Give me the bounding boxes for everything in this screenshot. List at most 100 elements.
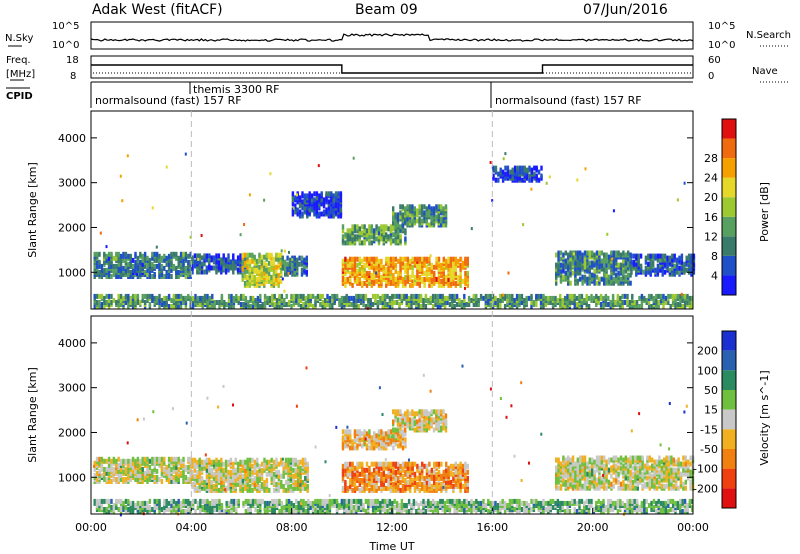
heatmap-cell xyxy=(421,276,424,282)
heatmap-cell xyxy=(295,298,298,303)
heatmap-cell xyxy=(151,251,154,257)
heatmap-cell xyxy=(301,457,305,463)
heatmap-cell xyxy=(676,293,680,299)
heatmap-cell xyxy=(279,278,283,284)
heatmap-cell xyxy=(269,172,272,176)
heatmap-cell xyxy=(635,253,638,259)
heatmap-cell xyxy=(341,485,345,491)
heatmap-cell xyxy=(98,460,101,466)
heatmap-cell xyxy=(265,459,269,465)
heatmap-cell xyxy=(361,443,364,449)
heatmap-cell xyxy=(430,483,433,489)
heatmap-cell xyxy=(203,479,206,485)
heatmap-cell xyxy=(182,259,185,265)
heatmap-cell xyxy=(444,204,448,210)
heatmap-cell xyxy=(349,429,352,435)
heatmap-cell xyxy=(683,261,686,267)
heatmap-cell xyxy=(299,304,303,309)
heatmap-cell xyxy=(110,293,113,299)
heatmap-cell xyxy=(542,302,545,307)
heatmap-cell xyxy=(609,300,612,305)
heatmap-cell xyxy=(628,300,632,305)
heatmap-cell xyxy=(681,298,684,303)
freq-tick-top-left: 18 xyxy=(66,55,79,66)
heatmap-cell xyxy=(647,304,651,309)
heatmap-cell xyxy=(624,260,627,266)
heatmap-cell xyxy=(356,429,359,435)
colorbar-swatch xyxy=(722,197,736,217)
heatmap-cell xyxy=(358,481,361,487)
heatmap-cell xyxy=(272,479,276,485)
heatmap-cell xyxy=(457,477,460,483)
heatmap-cell xyxy=(330,191,333,197)
heatmap-cell xyxy=(212,459,216,465)
heatmap-cell xyxy=(368,487,371,493)
heatmap-cell xyxy=(401,473,405,479)
heatmap-cell xyxy=(170,456,173,462)
heatmap-cell xyxy=(350,302,353,307)
heatmap-cell xyxy=(243,252,247,258)
heatmap-cell xyxy=(579,266,582,272)
heatmap-cell xyxy=(367,302,370,307)
heatmap-cell xyxy=(368,280,371,286)
heatmap-cell xyxy=(574,250,577,256)
heatmap-cell xyxy=(392,445,395,451)
heatmap-cell xyxy=(425,423,428,429)
heatmap-cell xyxy=(122,477,125,482)
heatmap-cell xyxy=(248,280,252,286)
nave-tick-top-right: 60 xyxy=(708,55,721,66)
heatmap-cell xyxy=(220,479,223,485)
heatmap-cell xyxy=(373,228,376,234)
heatmap-cell xyxy=(377,461,381,467)
heatmap-cell xyxy=(588,479,591,485)
heatmap-cell xyxy=(198,471,201,477)
heatmap-cell xyxy=(375,483,378,489)
heatmap-cell xyxy=(401,429,405,435)
heatmap-cell xyxy=(273,302,276,307)
heatmap-cell xyxy=(418,487,421,493)
heatmap-cell xyxy=(650,293,653,299)
heatmap-cell xyxy=(406,278,409,284)
heatmap-cell xyxy=(387,266,390,272)
heatmap-cell xyxy=(155,251,159,257)
heatmap-cell xyxy=(134,468,137,474)
heatmap-cell xyxy=(361,224,364,230)
heatmap-cell xyxy=(112,263,116,269)
heatmap-cell xyxy=(244,257,247,263)
heatmap-cell xyxy=(117,265,120,271)
heatmap-cell xyxy=(230,293,233,299)
heatmap-cell xyxy=(268,471,271,477)
heatmap-cell xyxy=(406,465,409,471)
heatmap-cell xyxy=(281,265,284,271)
heatmap-cell xyxy=(569,256,572,262)
heatmap-cell xyxy=(220,293,224,299)
heatmap-cell xyxy=(105,300,108,305)
heatmap-cell xyxy=(581,264,584,270)
heatmap-cell xyxy=(396,417,400,423)
heatmap-cell xyxy=(151,206,154,210)
heatmap-cell xyxy=(521,177,524,183)
heatmap-cell xyxy=(416,419,419,425)
heatmap-cell xyxy=(435,481,438,487)
heatmap-cell xyxy=(191,463,194,469)
heatmap-cell xyxy=(319,293,322,299)
heatmap-cell xyxy=(296,471,300,477)
heatmap-cell xyxy=(368,240,371,246)
heatmap-cell xyxy=(105,477,108,482)
heatmap-cell xyxy=(175,251,178,257)
heatmap-cell xyxy=(160,456,164,462)
heatmap-cell xyxy=(198,487,201,493)
heatmap-cell xyxy=(317,164,320,168)
heatmap-cell xyxy=(306,461,309,467)
heatmap-cell xyxy=(222,467,225,473)
heatmap-cell xyxy=(410,293,413,299)
heatmap-cell xyxy=(559,268,563,274)
heatmap-cell xyxy=(313,197,316,203)
heatmap-cell xyxy=(227,304,231,309)
heatmap-cell xyxy=(656,253,660,259)
heatmap-cell xyxy=(428,276,431,282)
heatmap-cell xyxy=(339,191,343,197)
heatmap-cell xyxy=(557,485,560,491)
heatmap-cell xyxy=(256,457,259,463)
heatmap-cell xyxy=(277,272,280,278)
